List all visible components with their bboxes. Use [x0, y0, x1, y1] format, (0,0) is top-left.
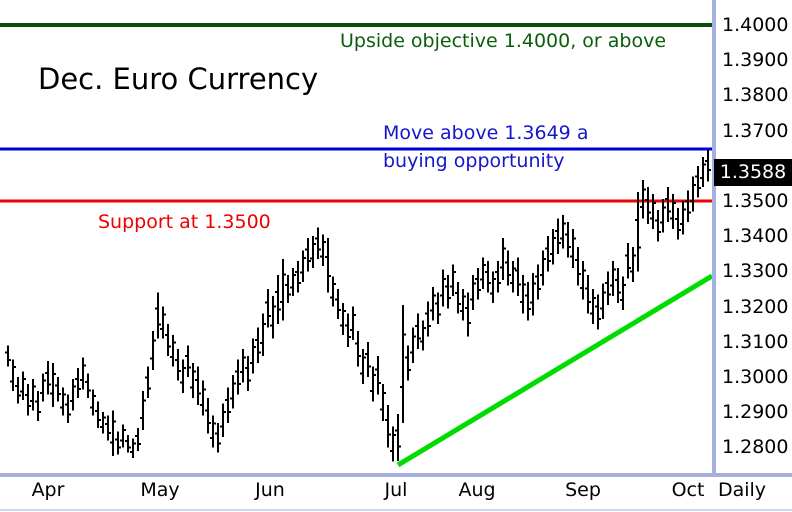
y-tick-1.3700: 1.3700	[722, 120, 789, 142]
y-tick-1.2900: 1.2900	[722, 401, 789, 423]
price-axis: 1.4000 1.3900 1.3800 1.3700 1.3500 1.3400 1.33…	[716, 0, 792, 473]
x-tick-oct: Oct	[671, 479, 705, 501]
y-tick-1.3100: 1.3100	[722, 331, 789, 353]
y-tick-1.3200: 1.3200	[722, 296, 789, 318]
annotation-upside-objective: Upside objective 1.4000, or above	[340, 30, 667, 52]
y-tick-1.3800: 1.3800	[722, 84, 789, 106]
x-tick-may: May	[140, 479, 180, 501]
y-tick-1.3300: 1.3300	[722, 260, 789, 282]
y-tick-1.2800: 1.2800	[722, 436, 789, 458]
x-tick-aug: Aug	[458, 479, 496, 501]
horizontal-annotation-lines	[0, 23, 712, 203]
y-tick-1.4000: 1.4000	[722, 14, 789, 36]
timeframe-label: Daily	[717, 479, 767, 501]
ohlc-bars	[5, 149, 711, 462]
last-price-badge: 1.3588	[714, 159, 792, 186]
chart-border-bottom	[0, 473, 792, 477]
y-tick-1.3400: 1.3400	[722, 225, 789, 247]
annotation-breakout-line2: buying opportunity	[383, 150, 565, 172]
chart-border-right	[712, 0, 716, 477]
annotation-breakout-line1: Move above 1.3649 a	[383, 122, 589, 144]
page-bottom-edge	[0, 509, 792, 511]
x-tick-jul: Jul	[384, 479, 408, 501]
trendline	[396, 273, 714, 468]
chart-title: Dec. Euro Currency	[38, 62, 319, 96]
x-tick-jun: Jun	[255, 479, 285, 501]
time-axis: Apr May Jun Jul Aug Sep Oct Daily	[0, 479, 792, 505]
y-tick-1.3900: 1.3900	[722, 49, 789, 71]
y-tick-1.3000: 1.3000	[722, 366, 789, 388]
x-tick-apr: Apr	[31, 479, 65, 501]
x-tick-sep: Sep	[565, 479, 601, 501]
y-tick-1.3500: 1.3500	[722, 190, 789, 212]
annotation-support: Support at 1.3500	[98, 211, 271, 233]
